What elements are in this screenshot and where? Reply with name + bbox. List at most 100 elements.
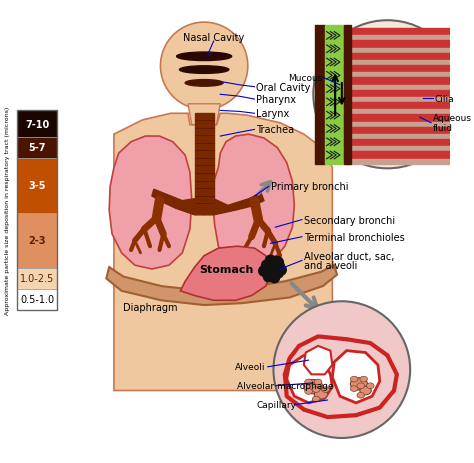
Polygon shape xyxy=(152,190,204,215)
Polygon shape xyxy=(344,103,456,110)
Polygon shape xyxy=(344,98,456,103)
Polygon shape xyxy=(344,41,456,49)
Ellipse shape xyxy=(350,376,358,382)
Circle shape xyxy=(276,265,286,275)
Polygon shape xyxy=(344,73,456,78)
Text: Alveoli: Alveoli xyxy=(236,363,266,371)
Ellipse shape xyxy=(312,387,320,393)
Polygon shape xyxy=(332,351,380,403)
Ellipse shape xyxy=(314,379,322,385)
Bar xyxy=(17,269,57,289)
Text: 3-5: 3-5 xyxy=(28,181,46,191)
Ellipse shape xyxy=(360,387,371,395)
Polygon shape xyxy=(344,140,456,147)
Ellipse shape xyxy=(312,396,320,402)
Circle shape xyxy=(267,264,278,275)
Circle shape xyxy=(263,269,273,279)
Text: Trachea: Trachea xyxy=(256,125,294,135)
Text: Secondary bronchi: Secondary bronchi xyxy=(304,215,395,225)
Text: Primary bronchi: Primary bronchi xyxy=(271,182,348,192)
Polygon shape xyxy=(344,66,456,73)
Text: Diaphragm: Diaphragm xyxy=(123,302,178,312)
Polygon shape xyxy=(287,356,332,403)
Text: Alveolar duct, sac,: Alveolar duct, sac, xyxy=(304,251,394,261)
Polygon shape xyxy=(344,36,456,41)
Polygon shape xyxy=(344,61,456,66)
Ellipse shape xyxy=(350,378,367,390)
Polygon shape xyxy=(344,115,456,123)
Polygon shape xyxy=(109,137,192,269)
Text: Aqueous
fluid: Aqueous fluid xyxy=(433,114,472,133)
Polygon shape xyxy=(344,29,456,36)
Text: Oral Cavity: Oral Cavity xyxy=(256,82,311,93)
Polygon shape xyxy=(304,346,332,375)
Polygon shape xyxy=(195,114,214,211)
Text: 2-3: 2-3 xyxy=(28,236,46,246)
Polygon shape xyxy=(213,135,294,268)
Ellipse shape xyxy=(304,380,323,394)
Text: Larynx: Larynx xyxy=(256,109,290,119)
Text: 7-10: 7-10 xyxy=(25,119,49,130)
Text: Alveolar macrophage: Alveolar macrophage xyxy=(237,382,334,390)
Text: 0.5-1.0: 0.5-1.0 xyxy=(20,295,54,305)
Ellipse shape xyxy=(360,376,367,382)
Circle shape xyxy=(262,260,272,271)
Polygon shape xyxy=(344,53,456,61)
Polygon shape xyxy=(181,247,271,300)
Polygon shape xyxy=(344,135,456,140)
Ellipse shape xyxy=(357,383,365,389)
Circle shape xyxy=(161,23,248,110)
Bar xyxy=(17,111,57,310)
Ellipse shape xyxy=(185,81,223,87)
Text: Capillary: Capillary xyxy=(256,400,296,409)
Polygon shape xyxy=(344,86,456,90)
Polygon shape xyxy=(106,266,337,306)
Text: Approximate particle size deposition in respiratory tract (microns): Approximate particle size deposition in … xyxy=(5,107,10,314)
Circle shape xyxy=(273,301,410,438)
Circle shape xyxy=(259,266,269,276)
Polygon shape xyxy=(344,152,456,159)
Text: Cilia: Cilia xyxy=(435,94,455,103)
Bar xyxy=(17,111,57,138)
Polygon shape xyxy=(344,123,456,127)
Circle shape xyxy=(271,257,282,267)
Ellipse shape xyxy=(322,387,329,393)
Polygon shape xyxy=(344,127,456,135)
Text: Nasal Cavity: Nasal Cavity xyxy=(183,33,244,43)
Circle shape xyxy=(265,256,276,266)
Circle shape xyxy=(264,272,274,282)
Circle shape xyxy=(273,257,283,268)
Ellipse shape xyxy=(350,386,358,392)
Ellipse shape xyxy=(314,390,328,399)
Ellipse shape xyxy=(357,393,365,398)
Polygon shape xyxy=(325,26,344,164)
Bar xyxy=(17,138,57,158)
Circle shape xyxy=(273,268,283,278)
Bar xyxy=(17,213,57,269)
Text: Pharynx: Pharynx xyxy=(256,95,296,105)
Bar xyxy=(17,289,57,310)
Polygon shape xyxy=(344,26,351,164)
Polygon shape xyxy=(344,78,456,86)
Ellipse shape xyxy=(177,53,232,62)
Polygon shape xyxy=(204,194,264,215)
Text: 1.0-2.5: 1.0-2.5 xyxy=(20,274,54,284)
Polygon shape xyxy=(344,90,456,98)
Ellipse shape xyxy=(305,389,312,394)
Polygon shape xyxy=(344,159,456,164)
Circle shape xyxy=(274,261,284,272)
Ellipse shape xyxy=(305,379,312,385)
Polygon shape xyxy=(344,110,456,115)
Text: Terminal bronchioles: Terminal bronchioles xyxy=(304,232,405,242)
Polygon shape xyxy=(315,26,325,164)
Text: Stomach: Stomach xyxy=(200,264,254,275)
Ellipse shape xyxy=(366,383,374,389)
Text: and alveoli: and alveoli xyxy=(304,261,357,270)
Text: 5-7: 5-7 xyxy=(28,143,46,153)
Polygon shape xyxy=(188,105,220,125)
Ellipse shape xyxy=(180,67,229,74)
Bar xyxy=(17,158,57,213)
Text: Mucous: Mucous xyxy=(289,74,323,82)
Polygon shape xyxy=(344,49,456,53)
Circle shape xyxy=(313,21,461,169)
